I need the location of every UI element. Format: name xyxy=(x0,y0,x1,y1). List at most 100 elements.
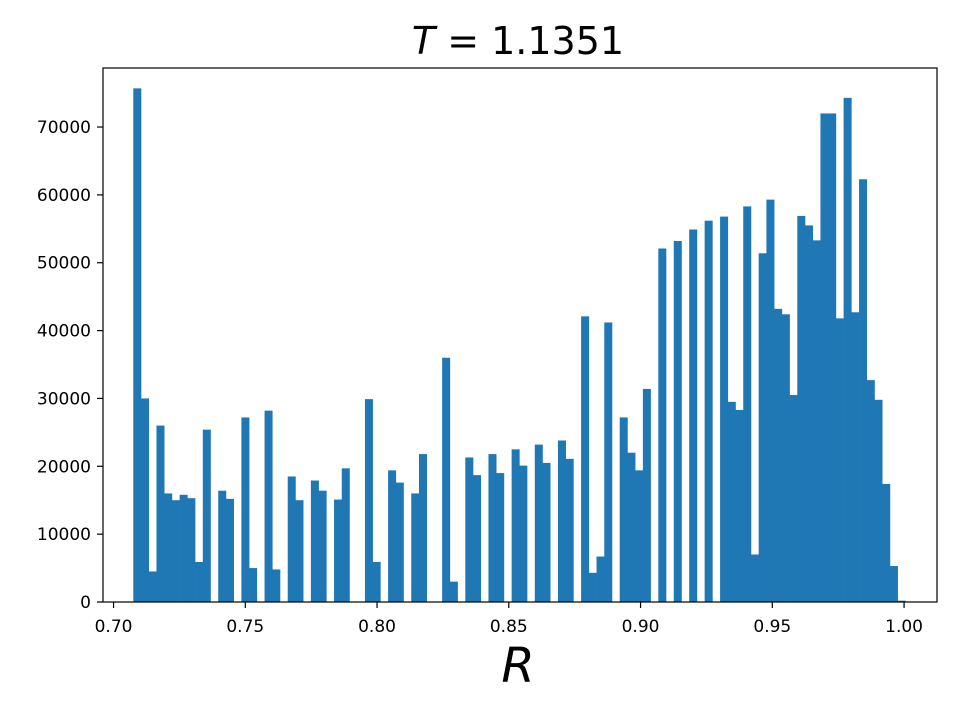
histogram-bar xyxy=(627,452,636,602)
histogram-bar xyxy=(727,401,736,602)
x-tick-label: 0.70 xyxy=(95,617,133,637)
histogram-bar xyxy=(882,483,891,602)
histogram-bar xyxy=(364,399,373,602)
y-tick-label: 50000 xyxy=(37,254,91,274)
histogram-bar xyxy=(171,500,180,602)
histogram-bar xyxy=(604,322,613,602)
histogram-bar xyxy=(187,498,196,602)
histogram-bar xyxy=(287,476,296,602)
histogram-bar xyxy=(874,399,883,602)
histogram-bar xyxy=(828,113,837,603)
histogram-bar xyxy=(164,493,173,602)
histogram-bar xyxy=(805,225,814,603)
histogram-bar xyxy=(418,454,427,602)
histogram-bar xyxy=(341,468,350,602)
histogram-bar xyxy=(735,409,744,602)
histogram-bar xyxy=(372,561,381,602)
histogram-bar xyxy=(465,457,474,602)
x-tick-label: 0.80 xyxy=(358,617,396,637)
histogram-bar xyxy=(179,494,188,602)
title-value: 1.1351 xyxy=(491,19,624,63)
histogram-bar xyxy=(812,240,821,602)
histogram-bar xyxy=(866,380,875,602)
histogram-bar xyxy=(442,357,451,602)
histogram-bar xyxy=(318,490,327,602)
histogram-bar xyxy=(750,554,759,602)
histogram-bar xyxy=(774,308,783,602)
histogram-bar xyxy=(843,97,852,603)
y-tick-label: 0 xyxy=(80,593,91,613)
histogram-bar xyxy=(658,248,667,603)
x-axis-label: R xyxy=(501,638,534,694)
histogram-bar xyxy=(720,216,729,602)
title-variable: T xyxy=(412,19,438,63)
x-axis-ticks: 0.70 0.75 0.80 0.85 0.90 0.95 1.00 xyxy=(95,602,923,637)
histogram-bars xyxy=(133,88,906,603)
histogram-bar xyxy=(596,556,605,602)
y-tick-label: 30000 xyxy=(37,389,91,409)
histogram-bar xyxy=(635,470,644,602)
histogram-bar xyxy=(195,561,204,602)
histogram-bar xyxy=(249,568,258,602)
y-tick-label: 20000 xyxy=(37,457,91,477)
histogram-bar xyxy=(859,179,868,602)
histogram-bar xyxy=(889,566,898,602)
histogram-bar xyxy=(473,475,482,602)
histogram-bar xyxy=(488,454,497,602)
chart-title: T = 1.1351 xyxy=(412,19,624,63)
y-tick-label: 40000 xyxy=(37,322,91,342)
histogram-bar xyxy=(511,449,520,602)
histogram-bar xyxy=(758,253,767,603)
histogram-bar xyxy=(295,500,304,602)
histogram-bar xyxy=(581,316,590,602)
x-tick-label: 0.90 xyxy=(622,617,660,637)
histogram-bar xyxy=(851,312,860,602)
histogram-bar xyxy=(781,314,790,602)
x-tick-label: 0.75 xyxy=(226,617,264,637)
histogram-bar xyxy=(766,199,775,602)
histogram-bar xyxy=(449,581,458,602)
histogram-bar xyxy=(156,425,165,602)
histogram-bar xyxy=(534,444,543,602)
histogram-bar xyxy=(148,571,157,602)
histogram-bar xyxy=(743,206,752,603)
histogram-bar xyxy=(388,470,397,602)
histogram-bar xyxy=(264,410,273,602)
y-tick-label: 70000 xyxy=(37,118,91,138)
histogram-bar xyxy=(519,465,528,602)
histogram-bar xyxy=(619,417,628,602)
y-axis-ticks: 0 10000 20000 30000 40000 50000 60000 70000 xyxy=(37,118,103,613)
histogram-bar xyxy=(241,417,250,602)
y-tick-label: 60000 xyxy=(37,186,91,206)
histogram-bar xyxy=(897,600,906,602)
histogram-bar xyxy=(557,440,566,602)
histogram-bar xyxy=(496,473,505,602)
plot-frame xyxy=(102,67,938,603)
histogram-bar xyxy=(673,241,682,602)
histogram-bar xyxy=(704,220,713,603)
x-tick-label: 0.95 xyxy=(753,617,791,637)
histogram-bar xyxy=(133,88,142,603)
title-equals: = xyxy=(435,19,491,63)
y-tick-label: 10000 xyxy=(37,525,91,545)
histogram-bar xyxy=(225,498,234,602)
histogram-bar xyxy=(820,113,829,603)
histogram-bar xyxy=(202,429,211,602)
histogram-bar xyxy=(411,493,420,602)
histogram-bar xyxy=(141,398,150,602)
histogram-bar xyxy=(310,480,319,602)
histogram-bar xyxy=(689,229,698,603)
histogram-bar xyxy=(565,458,574,602)
histogram-bar xyxy=(542,462,551,602)
histogram-bar xyxy=(642,388,651,602)
histogram-bar xyxy=(835,318,844,602)
histogram-bar xyxy=(797,215,806,603)
histogram-bar xyxy=(334,499,343,602)
histogram-bar xyxy=(588,572,597,602)
x-tick-label: 0.85 xyxy=(490,617,528,637)
histogram-bar xyxy=(218,490,227,602)
x-tick-label: 1.00 xyxy=(885,617,923,637)
histogram-bar xyxy=(789,395,798,602)
histogram-bar xyxy=(272,569,281,602)
